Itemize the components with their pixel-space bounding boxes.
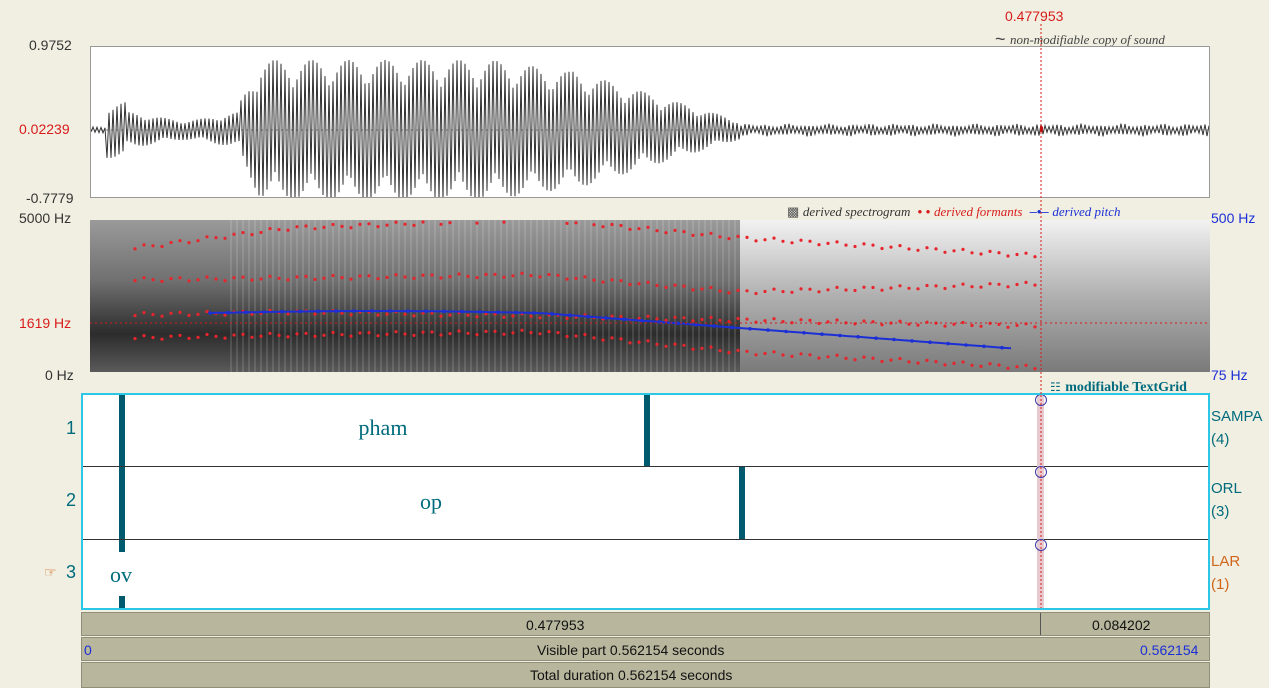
cursor-markers [1031,395,1051,608]
tier-3-interval-text[interactable]: ov [110,562,132,588]
spectrogram-legend-icon: ▩ [787,204,799,219]
total-duration-bar[interactable]: Total duration 0.562154 seconds [81,662,1210,688]
tier-2-label[interactable]: ORL (3) [1211,477,1242,523]
tier-3-label[interactable]: LAR (1) [1211,550,1240,596]
selection-right-duration[interactable]: 0.084202 [1092,617,1150,633]
selection-bar[interactable]: 0.477953 0.084202 [81,612,1210,636]
tier-1-boundary[interactable] [644,395,650,466]
tier-3-boundary[interactable] [119,596,125,608]
visible-part-bar[interactable]: 0 Visible part 0.562154 seconds 0.562154 [81,637,1210,661]
selection-divider [1040,613,1041,635]
visible-end-time: 0.562154 [1140,642,1198,658]
pitch-bottom-label: 75 Hz [1211,367,1248,383]
textgrid-icon: ☷ [1050,380,1061,394]
formants-legend-icon: • • [918,204,931,219]
cursor-line [1040,24,1043,394]
total-duration-label[interactable]: Total duration 0.562154 seconds [530,667,732,683]
cursor-time-label: 0.477953 [1005,8,1063,24]
spectrogram-bottom-freq: 0 Hz [45,367,74,383]
legend-pitch-text: derived pitch [1052,204,1120,219]
waveform-cursor-value-label: 0.02239 [19,121,70,137]
legend-spectrogram-text: derived spectrogram [803,204,910,219]
tier-2-interval-text[interactable]: op [420,489,442,515]
textgrid-panel[interactable]: pham op ov [81,393,1210,610]
legend-formants-text: derived formants [934,204,1022,219]
waveform-min-label: -0.7779 [26,190,73,206]
tier-2-boundary[interactable] [119,467,125,539]
selected-tier-pointer-icon: ☞ [44,564,57,581]
tier-2-boundary[interactable] [739,467,745,539]
tier-1-interval-text[interactable]: pham [359,415,408,441]
tier-3-boundary[interactable] [119,540,125,552]
tier-2-number[interactable]: 2 [66,490,76,511]
selection-left-duration[interactable]: 0.477953 [526,617,584,633]
tier-1-label[interactable]: SAMPA (4) [1211,405,1262,451]
spectrogram-top-freq: 5000 Hz [19,210,71,226]
tier-1-number[interactable]: 1 [66,418,76,439]
pitch-top-label: 500 Hz [1211,210,1255,226]
tier-1-boundary[interactable] [119,395,125,466]
waveform-max-label: 0.9752 [29,37,72,53]
visible-part-label[interactable]: Visible part 0.562154 seconds [537,642,724,658]
spectrogram-cursor-freq: 1619 Hz [19,315,71,331]
spectrogram-legend: ▩ derived spectrogram • • derived forman… [787,204,1121,220]
tier-3-number[interactable]: 3 [66,562,76,583]
visible-start-time: 0 [84,642,92,658]
